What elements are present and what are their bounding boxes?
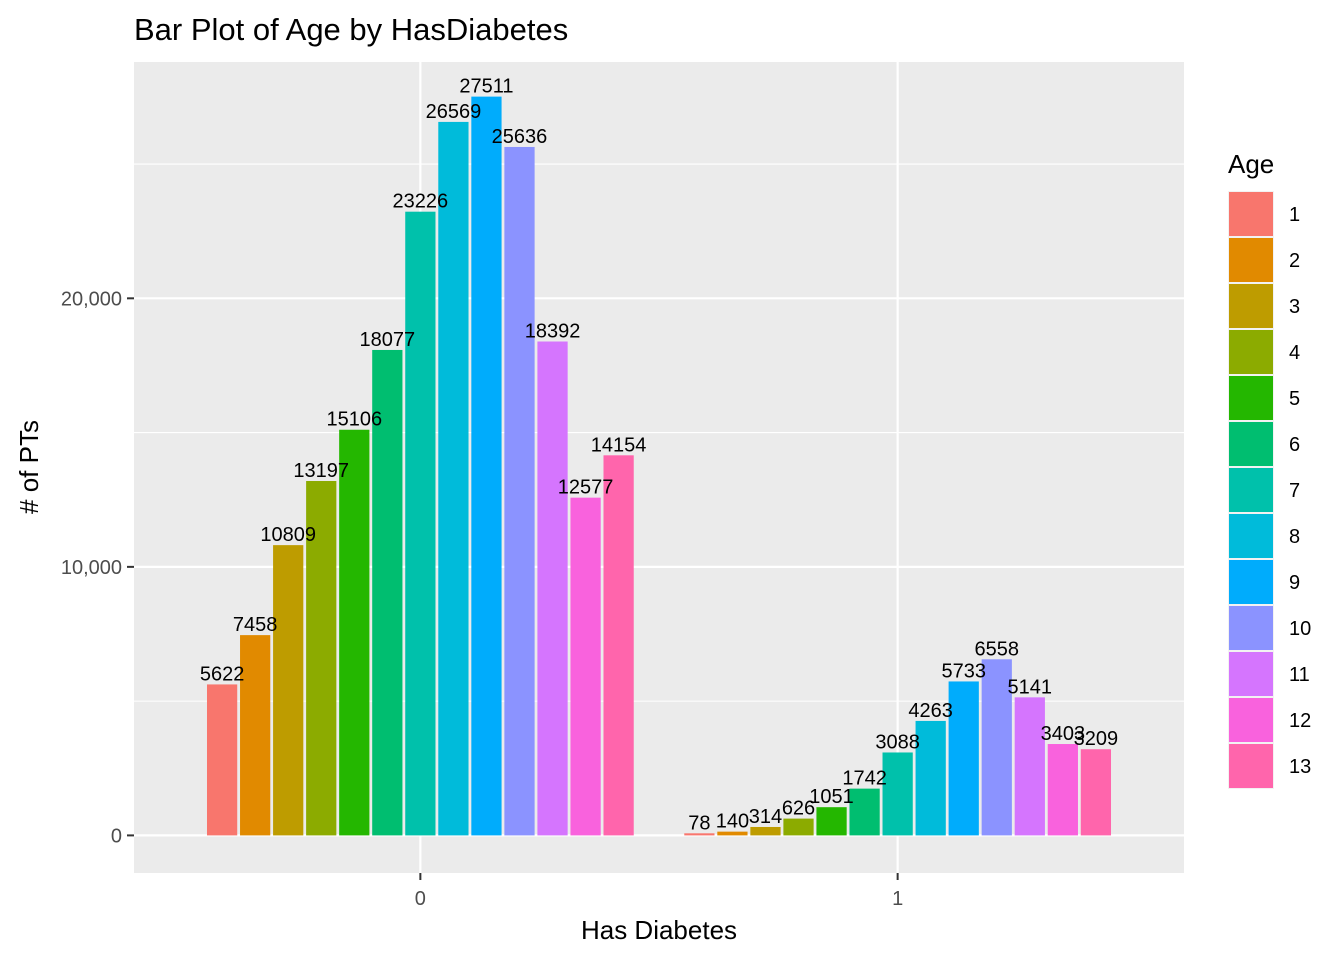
legend-label: 12 [1289,710,1311,732]
bar [948,681,979,836]
bar [405,211,436,836]
bar-value-label: 14154 [591,434,647,456]
bar [1080,749,1112,836]
x-tick-label: 1 [892,888,903,910]
bar [882,752,913,836]
bar [783,818,814,836]
bar [570,497,601,836]
legend-label: 7 [1289,480,1300,502]
bar [1047,744,1078,836]
bar [849,788,880,836]
bar-labels: 5622 78 7458 140 10809 314 13197 626 15106 1051 18… [200,76,1118,835]
legend-label: 13 [1289,756,1311,778]
bar [537,341,568,836]
bar [717,831,748,836]
bars [206,96,1112,836]
legend-title: Age [1228,149,1274,179]
bar-value-label: 18392 [525,320,581,342]
bar [339,429,370,836]
chart-title: Bar Plot of Age by HasDiabetes [134,12,568,47]
bar-value-label: 13197 [293,460,349,482]
bar [306,481,337,836]
bar-value-label: 23226 [393,191,449,213]
bar-value-label: 6558 [975,638,1020,660]
bar-value-label: 7458 [233,614,278,636]
legend-label: 1 [1289,204,1300,226]
legend-swatch [1229,192,1273,236]
bar [471,96,502,836]
legend-swatch [1229,744,1273,788]
bar [603,455,634,836]
bar [438,121,469,836]
y-tick-label: 0 [111,825,122,847]
bar [240,635,271,836]
bar [981,659,1012,836]
bar-value-label: 5733 [941,660,986,682]
legend-label: 11 [1289,664,1310,686]
bar [1014,697,1045,836]
bar [816,807,847,836]
bar-value-label: 140 [716,811,749,833]
bar-value-label: 1742 [842,768,887,790]
legend-swatch [1229,560,1273,604]
x-axis-title: Has Diabetes [581,915,737,945]
legend-swatch [1229,376,1273,420]
bar-value-label: 1051 [809,786,854,808]
legend-label: 5 [1289,388,1300,410]
bar [372,349,403,836]
legend-swatch [1229,422,1273,466]
bar-value-label: 12577 [558,477,614,499]
bar [504,146,535,836]
x-tick-label: 0 [415,888,426,910]
bar [915,720,946,836]
legend-swatch [1229,468,1273,512]
legend-swatch [1229,238,1273,282]
bar-value-label: 626 [782,798,815,820]
bar [750,826,781,836]
bar-value-label: 3088 [875,731,920,753]
y-axis-title: # of PTs [14,420,44,514]
bar [273,545,304,836]
bar-value-label: 25636 [492,126,548,148]
bar-value-label: 3209 [1074,728,1119,750]
bar-value-label: 18077 [360,329,416,351]
bar-value-label: 3403 [1041,723,1086,745]
bar-value-label: 26569 [426,101,482,123]
legend-label: 3 [1289,296,1300,318]
bar-value-label: 10809 [260,524,316,546]
legend-label: 10 [1289,618,1311,640]
legend-swatch [1229,698,1273,742]
bar-value-label: 27511 [459,76,513,98]
y-axis: 0 10,000 20,000 [61,288,134,847]
legend-label: 6 [1289,434,1300,456]
legend-label: 2 [1289,250,1300,272]
y-tick-label: 20,000 [61,288,122,310]
y-tick-label: 10,000 [61,557,122,579]
bar-value-label: 15106 [326,409,382,431]
bar-value-label: 314 [749,806,782,828]
bar-value-label: 78 [688,812,710,834]
bar-value-label: 4263 [908,700,953,722]
legend-swatch [1229,330,1273,374]
bar-value-label: 5622 [200,663,245,685]
legend-label: 4 [1289,342,1300,364]
legend-label: 9 [1289,572,1300,594]
bar-value-label: 5141 [1008,676,1053,698]
bar [684,833,715,836]
legend-swatch [1229,606,1273,650]
legend-swatch [1229,652,1273,696]
legend-swatch [1229,514,1273,558]
legend-label: 8 [1289,526,1300,548]
legend-swatch [1229,284,1273,328]
bar [206,684,238,836]
